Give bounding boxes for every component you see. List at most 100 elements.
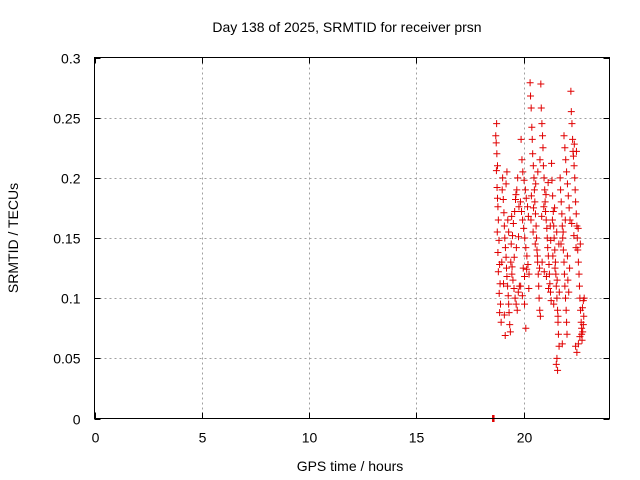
data-point xyxy=(541,198,549,206)
data-point xyxy=(524,203,532,211)
data-point xyxy=(559,228,567,236)
data-point xyxy=(570,162,578,170)
data-point xyxy=(511,208,519,216)
axis-ticks xyxy=(94,57,610,420)
data-point xyxy=(493,228,501,236)
data-point xyxy=(502,253,510,261)
data-point xyxy=(541,186,549,194)
data-point xyxy=(551,246,559,254)
data-point xyxy=(513,306,521,314)
data-point xyxy=(554,330,562,338)
data-point xyxy=(517,135,525,143)
data-point xyxy=(538,212,546,220)
data-point xyxy=(578,324,586,332)
data-point xyxy=(538,258,546,266)
data-point xyxy=(519,168,527,176)
y-tick-labels: 0 0.05 0.1 0.15 0.2 0.25 0.3 xyxy=(53,51,80,428)
data-point xyxy=(535,282,543,290)
data-point xyxy=(534,270,542,278)
data-point xyxy=(546,288,554,296)
data-point xyxy=(492,167,500,175)
data-point xyxy=(527,104,535,112)
data-point xyxy=(558,340,566,348)
data-point xyxy=(499,280,507,288)
data-point xyxy=(533,252,541,260)
data-point xyxy=(561,282,569,290)
data-point xyxy=(540,268,548,276)
data-point xyxy=(503,168,511,176)
data-point xyxy=(515,233,523,241)
chart-title: Day 138 of 2025, SRMTID for receiver prs… xyxy=(212,19,481,35)
data-point xyxy=(554,318,562,326)
data-point xyxy=(539,144,547,152)
data-point xyxy=(494,248,502,256)
data-point xyxy=(580,312,588,320)
data-point xyxy=(511,294,519,302)
data-point xyxy=(497,318,505,326)
data-point xyxy=(542,191,550,199)
data-point xyxy=(527,92,535,100)
data-point xyxy=(509,220,517,228)
data-point xyxy=(575,282,583,290)
data-point xyxy=(514,288,522,296)
data-point xyxy=(557,198,565,206)
y-tick-label: 0.2 xyxy=(61,171,81,187)
data-point xyxy=(506,328,514,336)
data-point xyxy=(563,180,571,188)
data-point xyxy=(521,186,529,194)
data-point xyxy=(512,300,520,308)
data-point xyxy=(499,195,507,203)
data-point xyxy=(542,273,550,281)
data-point xyxy=(502,180,510,188)
data-point xyxy=(493,194,501,202)
data-points xyxy=(489,79,588,422)
data-point xyxy=(578,304,586,312)
data-point xyxy=(548,216,556,224)
data-point xyxy=(565,288,573,296)
data-point xyxy=(551,204,559,212)
data-point xyxy=(539,132,547,140)
data-point xyxy=(562,156,570,164)
data-point xyxy=(567,87,575,95)
data-point xyxy=(503,264,510,272)
data-point xyxy=(563,168,571,176)
data-point xyxy=(556,174,564,182)
data-point xyxy=(510,285,518,293)
data-point xyxy=(547,297,555,305)
data-point xyxy=(515,203,523,211)
data-point xyxy=(494,216,502,224)
x-tick-labels: 0 5 10 15 20 xyxy=(92,430,533,446)
data-point xyxy=(529,228,537,236)
data-point xyxy=(500,209,508,217)
data-point xyxy=(554,306,562,314)
data-point xyxy=(520,224,528,232)
data-point xyxy=(537,104,545,112)
data-point xyxy=(525,285,533,293)
data-point xyxy=(570,232,578,240)
data-point xyxy=(508,270,516,278)
data-point xyxy=(579,321,587,329)
data-point xyxy=(569,135,577,143)
data-point xyxy=(557,186,565,194)
data-point xyxy=(571,186,579,194)
data-point xyxy=(567,108,575,116)
data-point xyxy=(510,253,518,261)
data-point xyxy=(495,236,503,244)
data-point xyxy=(505,309,513,317)
x-tick-label: 0 xyxy=(92,430,100,446)
data-point xyxy=(558,222,566,230)
data-point xyxy=(542,216,550,224)
data-point xyxy=(550,222,558,230)
data-point xyxy=(545,285,553,293)
data-point xyxy=(549,192,557,200)
data-point xyxy=(563,318,571,326)
data-point xyxy=(566,264,574,272)
data-point xyxy=(498,186,506,194)
data-point xyxy=(561,144,569,152)
data-point xyxy=(554,312,562,320)
data-point xyxy=(495,289,503,297)
data-point xyxy=(505,228,513,236)
data-point xyxy=(501,331,509,339)
data-point xyxy=(540,174,548,182)
data-point xyxy=(576,333,584,341)
